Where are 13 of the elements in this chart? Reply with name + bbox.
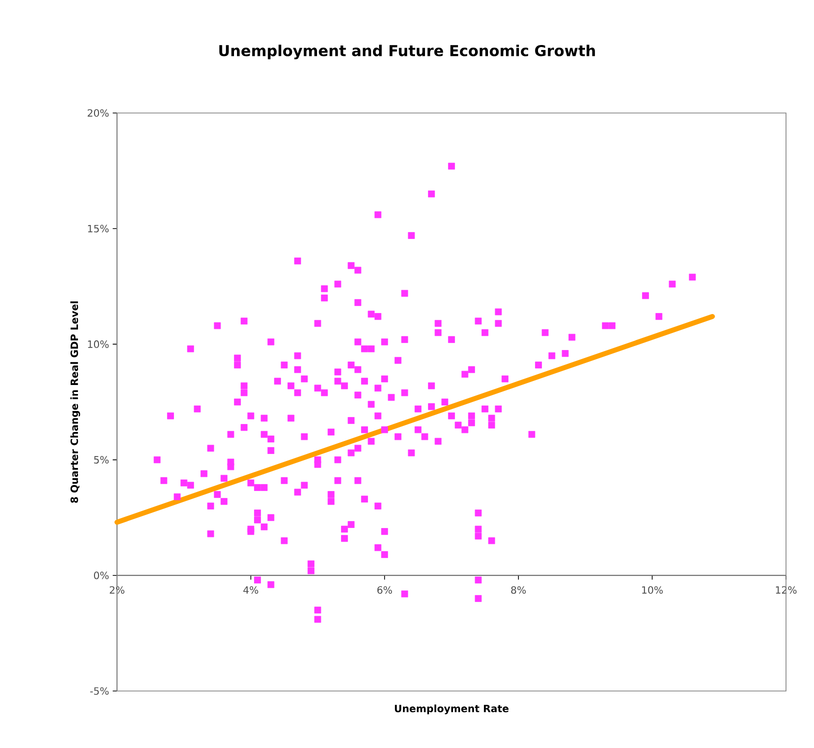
y-tick-label: 10% <box>88 340 109 348</box>
x-tick-label: 4% <box>243 586 258 594</box>
y-tick-label: 0% <box>94 572 109 580</box>
y-tick-label: 15% <box>88 224 109 232</box>
x-tick-label: 8% <box>511 586 526 594</box>
x-tick-label: 6% <box>377 586 392 594</box>
y-axis-title: 8 Quarter Change in Real GDP Level <box>70 301 80 503</box>
chart-title: Unemployment and Future Economic Growth <box>219 44 595 60</box>
y-tick-label: -5% <box>90 687 109 695</box>
x-axis-title: Unemployment Rate <box>394 704 509 714</box>
y-tick-label: 5% <box>94 456 109 464</box>
y-tick-label: 20% <box>88 109 109 117</box>
x-tick-label: 10% <box>642 586 663 594</box>
